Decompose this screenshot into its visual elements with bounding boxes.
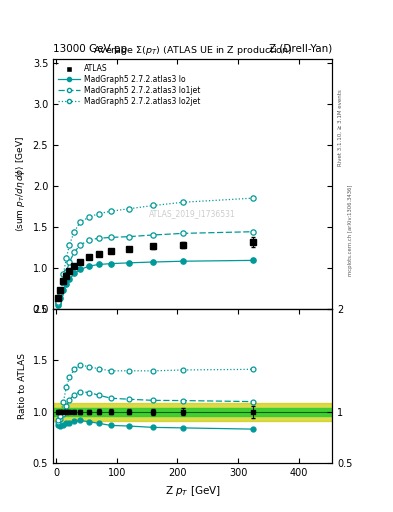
Y-axis label: Ratio to ATLAS: Ratio to ATLAS <box>18 353 27 419</box>
Bar <box>53 408 332 416</box>
Text: 13000 GeV pp: 13000 GeV pp <box>53 44 127 54</box>
Legend: ATLAS, MadGraph5 2.7.2.atlas3 lo, MadGraph5 2.7.2.atlas3 lo1jet, MadGraph5 2.7.2: ATLAS, MadGraph5 2.7.2.atlas3 lo, MadGra… <box>57 62 202 108</box>
X-axis label: Z $p_T$ [GeV]: Z $p_T$ [GeV] <box>165 484 220 498</box>
Bar <box>53 402 332 421</box>
Text: mcplots.cern.ch [arXiv:1306.3436]: mcplots.cern.ch [arXiv:1306.3436] <box>348 185 353 276</box>
Title: Average $\Sigma(p_T)$ (ATLAS UE in Z production): Average $\Sigma(p_T)$ (ATLAS UE in Z pro… <box>93 45 292 57</box>
Text: Z (Drell-Yan): Z (Drell-Yan) <box>269 44 332 54</box>
Text: Rivet 3.1.10, ≥ 3.1M events: Rivet 3.1.10, ≥ 3.1M events <box>338 90 343 166</box>
Text: ATLAS_2019_I1736531: ATLAS_2019_I1736531 <box>149 209 236 218</box>
Y-axis label: $\langle$sum $p_T/d\eta\,d\phi\rangle$ [GeV]: $\langle$sum $p_T/d\eta\,d\phi\rangle$ [… <box>14 136 27 232</box>
